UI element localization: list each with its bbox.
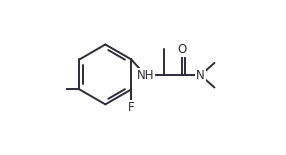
Text: O: O [178, 43, 187, 56]
Text: F: F [128, 101, 135, 114]
Text: NH: NH [136, 69, 154, 82]
Text: N: N [196, 69, 205, 82]
